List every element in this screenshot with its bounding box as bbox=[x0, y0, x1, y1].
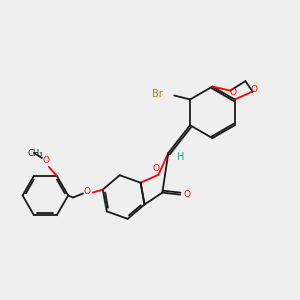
Text: O: O bbox=[83, 187, 91, 196]
Text: O: O bbox=[153, 164, 160, 173]
Text: O: O bbox=[250, 85, 257, 94]
Text: Br: Br bbox=[152, 88, 162, 98]
Text: O: O bbox=[184, 190, 190, 199]
Text: O: O bbox=[42, 156, 50, 165]
Text: CH₃: CH₃ bbox=[27, 149, 43, 158]
Text: O: O bbox=[230, 88, 237, 97]
Text: H: H bbox=[176, 152, 184, 162]
